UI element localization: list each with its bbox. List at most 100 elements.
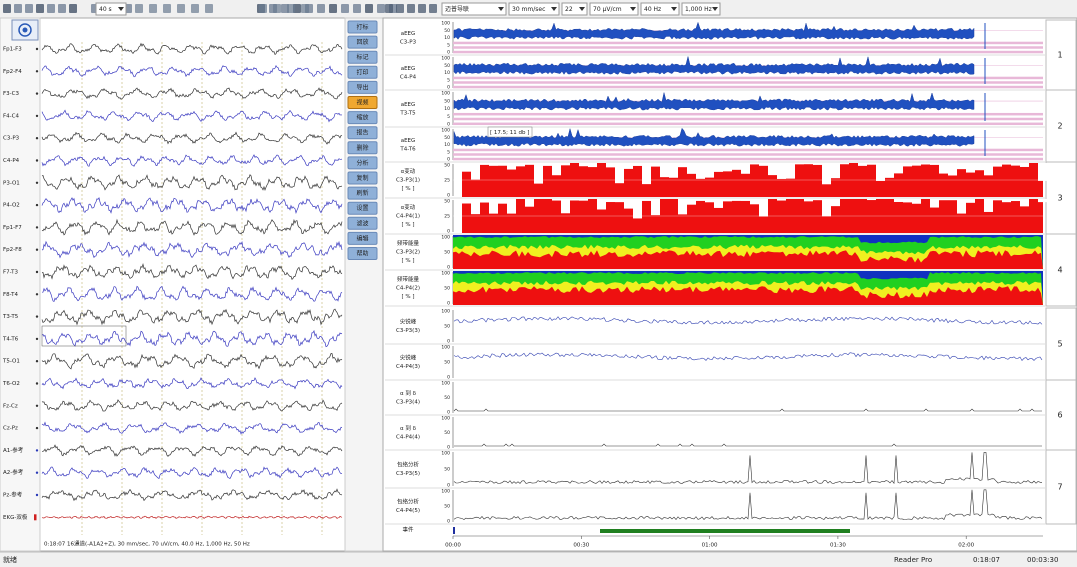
row-label: α 到 δ [400,425,417,432]
toolbar-icon[interactable] [69,4,77,13]
row-tick-label: 0 [447,265,450,271]
toolbar-icon[interactable] [353,4,361,13]
channel-label: Fz-Cz [3,403,18,409]
channel-label: F7-T3 [3,270,19,276]
montage-icon-dot [22,27,28,33]
alpha-gap [462,163,471,172]
row-tick-label: 100 [441,128,450,134]
aeeg-band [453,85,1043,89]
toolbar-icon[interactable] [163,4,171,13]
toolbar-icon[interactable] [287,4,295,13]
dropdown-value: 30 mm/sec [512,6,545,13]
toolbar-icon[interactable] [36,4,44,13]
time-label: 02:00 [958,543,974,549]
side-button[interactable] [347,201,378,215]
alpha-gap [714,163,723,172]
toolbar-icon[interactable] [25,4,33,13]
alpha-gap [957,199,966,214]
alpha-gap [858,163,867,166]
eeg-trace [41,329,343,348]
side-button-label: 导出 [356,83,368,91]
aeeg-band [453,50,1043,54]
side-button[interactable] [347,126,378,140]
toolbar-icon[interactable] [407,4,415,13]
side-button-label: 报告 [356,129,368,137]
channel-marker [34,514,37,521]
alpha-gap [813,199,822,201]
alpha-gap [642,163,651,185]
toolbar-icon[interactable] [3,4,11,13]
row-tick-label: 100 [441,21,450,27]
eeg-trace [41,515,343,519]
side-button[interactable] [347,35,378,49]
dropdown[interactable] [640,2,680,16]
alpha-gap [525,199,534,207]
time-label: 00:00 [445,543,461,549]
row-tick-label: 10 [444,35,450,41]
eeg-trace [41,64,343,78]
dropdown[interactable] [589,2,639,16]
side-button[interactable] [347,216,378,230]
toolbar-icon[interactable] [385,4,393,13]
toolbar-icon[interactable] [259,4,267,13]
side-button[interactable] [347,96,378,109]
toolbar-icon[interactable] [429,4,437,13]
eeg-trace [41,131,343,145]
row-tick-label: 5 [447,42,450,48]
dropdown[interactable] [508,2,560,16]
alpha-gap [471,163,480,180]
toolbar-icon[interactable] [317,4,325,13]
side-button[interactable] [347,111,378,125]
alpha-gap [471,199,480,215]
row-label: 包络分析 [397,497,420,505]
trend-trace [454,443,1042,447]
side-button[interactable] [347,65,378,79]
row-label: α变动 [401,203,416,211]
toolbar-icon[interactable] [177,4,185,13]
row-tick-label: 100 [441,91,450,97]
toolbar-icon[interactable] [365,4,373,13]
side-button[interactable] [347,156,378,170]
group-number: 4 [1057,266,1062,275]
row-tick-label: 25 [444,178,450,184]
row-label: 尖锐峰 [400,317,417,325]
side-button[interactable] [347,20,378,34]
toolbar-icon[interactable] [191,4,199,13]
alpha-gap [705,199,714,203]
alpha-gap [975,163,984,171]
toolbar-icon[interactable] [205,4,213,13]
alpha-gap [723,199,732,202]
toolbar-icon[interactable] [14,4,22,13]
side-button-label: 标记 [356,53,368,61]
toolbar-icon[interactable] [58,4,66,13]
dropdown[interactable] [441,2,507,16]
row-tick-label: 0 [447,301,450,307]
toolbar-icon[interactable] [135,4,143,13]
side-button[interactable] [347,141,378,155]
alpha-gap [804,163,813,165]
side-button[interactable] [347,171,378,185]
toolbar-icon[interactable] [396,4,404,13]
alpha-gap [633,199,642,219]
toolbar-icon[interactable] [329,4,337,13]
dropdown[interactable] [681,2,721,16]
toolbar-icon[interactable] [377,4,385,13]
eeg-trace [41,218,343,236]
toolbar-icon[interactable] [341,4,349,13]
toolbar-icon[interactable] [47,4,55,13]
toolbar-icon[interactable] [273,4,281,13]
toolbar-icon[interactable] [418,4,426,13]
toolbar-icon[interactable] [301,4,309,13]
dropdown[interactable] [95,2,127,16]
alpha-gap [696,163,705,179]
side-button[interactable] [347,186,378,200]
toolbar-icon[interactable] [149,4,157,13]
side-button[interactable] [347,50,378,64]
side-button[interactable] [347,231,378,245]
side-button[interactable] [347,247,378,260]
dropdown-value: 22 [565,6,573,13]
dropdown[interactable] [561,2,588,16]
alpha-gap [516,163,525,167]
side-button[interactable] [347,80,378,94]
side-button-label: 编辑 [356,234,368,242]
